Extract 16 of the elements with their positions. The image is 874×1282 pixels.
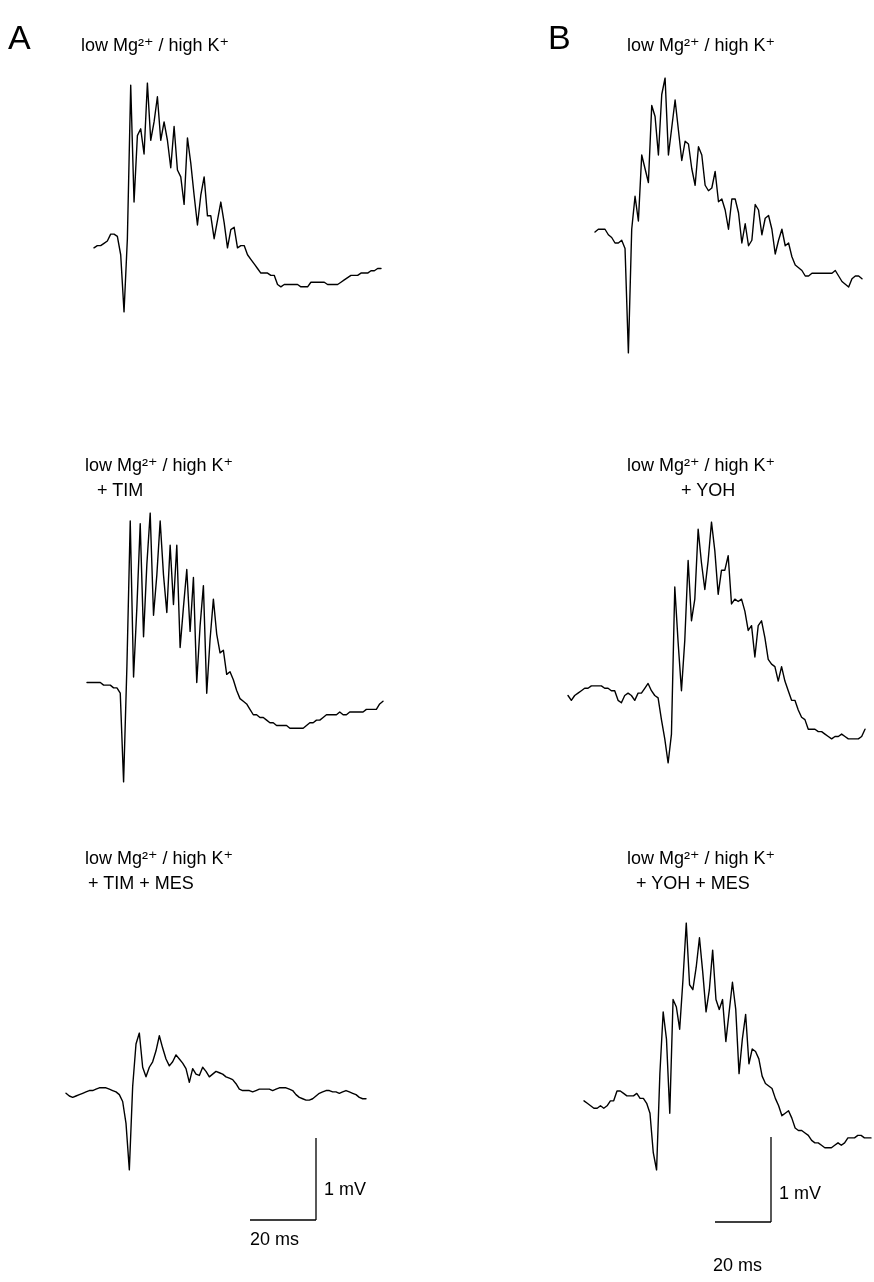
chart-title: low Mg²⁺ / high K⁺ xyxy=(627,455,776,475)
text: 20 ms xyxy=(250,1229,300,1249)
chart-title: low Mg²⁺ / high K⁺ xyxy=(627,848,776,868)
chart-subtitle: + YOH + MES xyxy=(636,873,750,893)
text: B xyxy=(548,18,571,56)
chart-subtitle: + YOH xyxy=(681,480,736,500)
chart-title: low Mg²⁺ / high K⁺ xyxy=(85,848,234,868)
text: 1 mV xyxy=(324,1179,367,1199)
text: A xyxy=(8,18,31,56)
chart-title: low Mg²⁺ / high K⁺ xyxy=(85,455,234,475)
text: 20 ms xyxy=(713,1255,763,1275)
chart-subtitle: + TIM + MES xyxy=(88,873,194,893)
chart-subtitle: + TIM xyxy=(97,480,144,500)
chart-title: low Mg²⁺ / high K⁺ xyxy=(81,35,230,55)
chart-title: low Mg²⁺ / high K⁺ xyxy=(627,35,776,55)
text: 1 mV xyxy=(779,1183,822,1203)
